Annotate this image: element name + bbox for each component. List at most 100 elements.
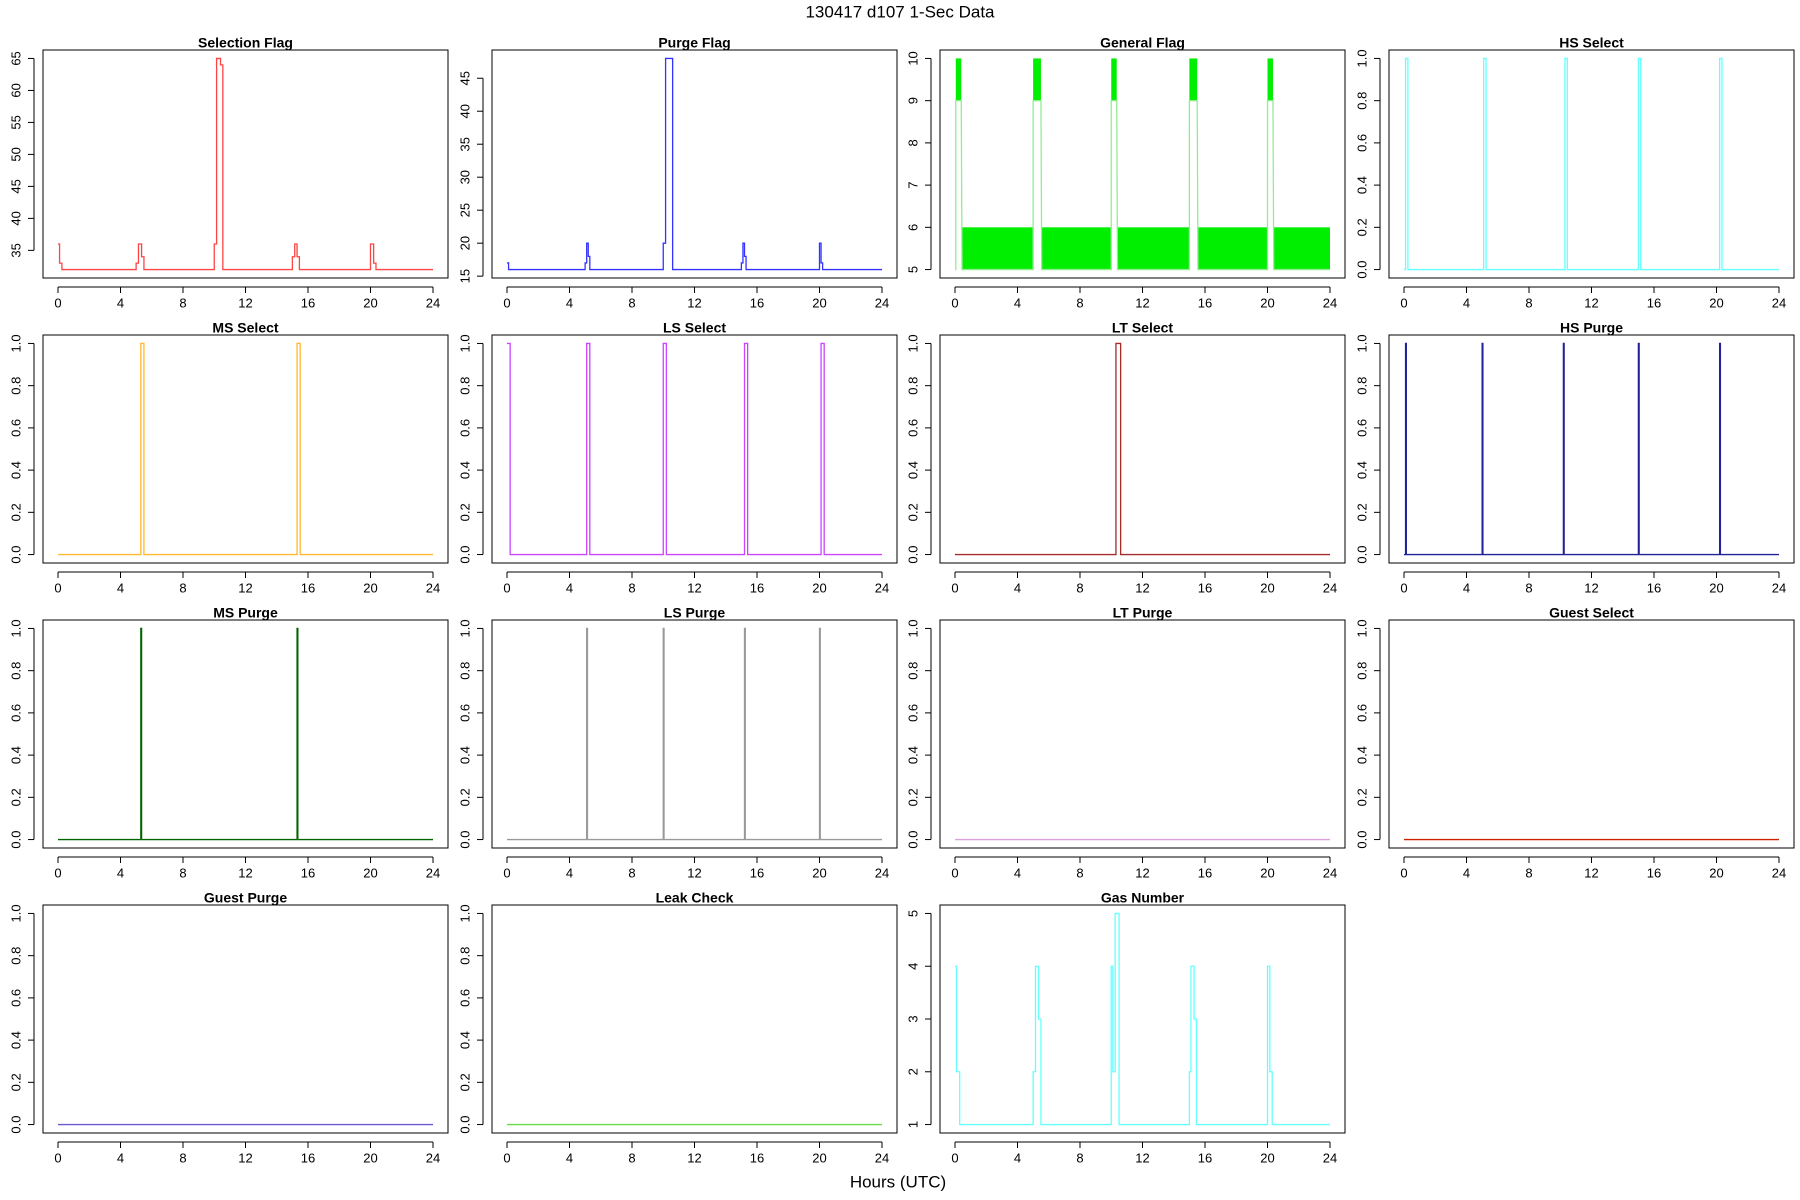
figure-title: 130417 d107 1-Sec Data	[805, 2, 995, 21]
data-line	[955, 100, 1330, 271]
y-tick-label: 0.0	[1354, 546, 1369, 564]
x-tick-label: 4	[566, 1150, 573, 1165]
x-tick-label: 8	[179, 580, 186, 595]
data-line	[58, 57, 433, 271]
plot-frame	[939, 334, 1346, 564]
x-tick-label: 20	[1709, 295, 1723, 310]
filled-range	[1189, 58, 1198, 101]
x-tick-label: 0	[951, 1150, 958, 1165]
x-tick-label: 4	[566, 295, 573, 310]
y-tick-label: 0.4	[905, 461, 920, 479]
x-tick-label: 0	[503, 865, 510, 880]
plot-frame	[42, 619, 449, 849]
y-tick-label: 0.6	[457, 419, 472, 437]
x-tick-label: 16	[1647, 295, 1661, 310]
x-tick-label: 8	[628, 865, 635, 880]
x-tick-label: 16	[1647, 580, 1661, 595]
filled-range	[1273, 227, 1330, 270]
data-line	[1404, 57, 1779, 271]
y-tick-label: 0.0	[1354, 261, 1369, 279]
plot-frame	[939, 49, 1346, 279]
x-tick-label: 12	[687, 1150, 701, 1165]
x-tick-label: 4	[1014, 1150, 1021, 1165]
x-tick-label: 16	[750, 1150, 764, 1165]
y-tick-label: 0.6	[1354, 419, 1369, 437]
y-tick-label: 40	[8, 211, 23, 225]
x-tick-label: 8	[1525, 295, 1532, 310]
y-tick-label: 1.0	[457, 904, 472, 922]
y-tick-label: 0.8	[457, 947, 472, 965]
x-tick-label: 24	[875, 1150, 889, 1165]
x-tick-label: 24	[1323, 1150, 1337, 1165]
x-tick-label: 20	[363, 865, 377, 880]
x-tick-label: 20	[363, 295, 377, 310]
y-tick-label: 0.6	[457, 704, 472, 722]
y-tick-label: 0.8	[1354, 92, 1369, 110]
x-tick-label: 12	[687, 865, 701, 880]
x-tick-label: 24	[1772, 295, 1786, 310]
plot-frame	[42, 334, 449, 564]
y-tick-label: 1.0	[905, 619, 920, 637]
filled-range	[1267, 58, 1273, 101]
panel-title: Gas Number	[1101, 890, 1185, 906]
y-tick-label: 0.8	[905, 662, 920, 680]
filled-range	[955, 58, 962, 101]
filled-range	[1197, 227, 1268, 270]
x-tick-label: 24	[426, 295, 440, 310]
x-tick-label: 8	[628, 295, 635, 310]
x-tick-label: 0	[1400, 865, 1407, 880]
x-tick-label: 0	[503, 1150, 510, 1165]
x-tick-label: 24	[875, 580, 889, 595]
x-tick-label: 4	[1463, 295, 1470, 310]
data-line	[58, 627, 433, 841]
y-tick-label: 0.8	[1354, 662, 1369, 680]
x-tick-label: 4	[117, 1150, 124, 1165]
y-tick-label: 1.0	[457, 334, 472, 352]
y-tick-label: 50	[8, 147, 23, 161]
x-tick-label: 20	[1260, 1150, 1274, 1165]
x-tick-label: 12	[1584, 295, 1598, 310]
y-tick-label: 0.6	[1354, 134, 1369, 152]
x-tick-label: 24	[1772, 865, 1786, 880]
x-tick-label: 4	[117, 295, 124, 310]
x-tick-label: 4	[566, 580, 573, 595]
x-tick-label: 16	[301, 580, 315, 595]
x-tick-label: 0	[1400, 580, 1407, 595]
x-tick-label: 8	[1076, 580, 1083, 595]
y-tick-label: 0.8	[457, 662, 472, 680]
y-tick-label: 1	[905, 1121, 920, 1128]
filled-range	[1117, 227, 1190, 270]
plot-frame	[1388, 334, 1795, 564]
y-tick-label: 0.2	[1354, 218, 1369, 236]
plot-frame	[491, 334, 898, 564]
y-tick-label: 0.4	[8, 1031, 23, 1049]
x-tick-label: 20	[812, 295, 826, 310]
panel-title: Leak Check	[656, 890, 734, 906]
panel-title: LT Purge	[1113, 605, 1173, 621]
filled-range	[1111, 58, 1117, 101]
y-tick-label: 0.0	[8, 831, 23, 849]
y-tick-label: 60	[8, 83, 23, 97]
x-tick-label: 20	[363, 1150, 377, 1165]
x-tick-label: 24	[1772, 580, 1786, 595]
y-tick-label: 40	[457, 104, 472, 118]
x-tick-label: 12	[238, 865, 252, 880]
x-tick-label: 16	[1198, 580, 1212, 595]
x-tick-label: 12	[238, 295, 252, 310]
x-tick-label: 20	[812, 865, 826, 880]
x-tick-label: 20	[812, 580, 826, 595]
y-tick-label: 1.0	[457, 619, 472, 637]
y-tick-label: 0.4	[8, 461, 23, 479]
x-tick-label: 16	[301, 865, 315, 880]
data-line	[507, 57, 882, 271]
x-tick-label: 0	[1400, 295, 1407, 310]
y-tick-label: 0.2	[8, 503, 23, 521]
x-tick-label: 12	[1135, 580, 1149, 595]
filled-range	[1033, 58, 1041, 101]
panel-title: HS Select	[1559, 35, 1624, 51]
x-tick-label: 20	[363, 580, 377, 595]
y-tick-label: 0.6	[1354, 704, 1369, 722]
x-tick-label: 4	[117, 865, 124, 880]
y-tick-label: 1.0	[8, 334, 23, 352]
